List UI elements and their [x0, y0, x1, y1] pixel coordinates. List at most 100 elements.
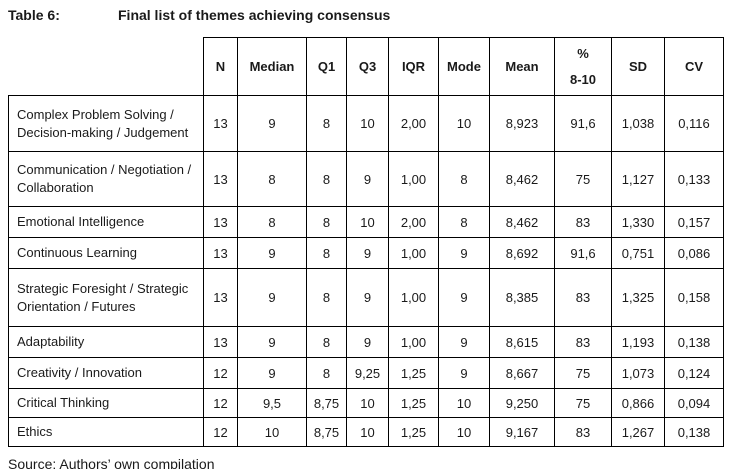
- value-cell: 9: [237, 268, 307, 327]
- value-cell: 1,267: [611, 417, 665, 447]
- value-cell: 9: [346, 151, 389, 207]
- value-cell: 0,124: [664, 357, 724, 389]
- table-row: Strategic Foresight / Strategic Orientat…: [8, 268, 724, 327]
- value-cell: 8: [237, 206, 307, 238]
- value-cell: 13: [203, 237, 238, 269]
- value-cell: 0,116: [664, 95, 724, 152]
- value-cell: 8,75: [306, 417, 347, 447]
- value-cell: 1,073: [611, 357, 665, 389]
- value-cell: 1,25: [388, 417, 439, 447]
- value-cell: 0,157: [664, 206, 724, 238]
- theme-label: Complex Problem Solving / Decision-makin…: [8, 95, 204, 152]
- column-header: CV: [664, 37, 724, 96]
- table-body: Complex Problem Solving / Decision-makin…: [8, 95, 724, 447]
- value-cell: 9: [346, 326, 389, 358]
- value-cell: 9: [438, 326, 490, 358]
- value-cell: 91,6: [554, 237, 612, 269]
- theme-label: Communication / Negotiation / Collaborat…: [8, 151, 204, 207]
- value-cell: 10: [237, 417, 307, 447]
- value-cell: 10: [346, 95, 389, 152]
- value-cell: 75: [554, 151, 612, 207]
- value-cell: 83: [554, 417, 612, 447]
- theme-label: Creativity / Innovation: [8, 357, 204, 389]
- column-header: Q3: [346, 37, 389, 96]
- value-cell: 83: [554, 268, 612, 327]
- value-cell: 1,038: [611, 95, 665, 152]
- value-cell: 1,25: [388, 388, 439, 418]
- value-cell: 1,193: [611, 326, 665, 358]
- value-cell: 8,75: [306, 388, 347, 418]
- value-cell: 10: [438, 95, 490, 152]
- value-cell: 8: [237, 151, 307, 207]
- value-cell: 83: [554, 206, 612, 238]
- table-row: Communication / Negotiation / Collaborat…: [8, 151, 724, 207]
- column-header: Mean: [489, 37, 555, 96]
- column-header: Q1: [306, 37, 347, 96]
- column-header: Median: [237, 37, 307, 96]
- column-header: Mode: [438, 37, 490, 96]
- value-cell: 9,25: [346, 357, 389, 389]
- value-cell: 8: [306, 95, 347, 152]
- value-cell: 0,094: [664, 388, 724, 418]
- value-cell: 9: [438, 357, 490, 389]
- table-row: Ethics 12 10 8,75 10 1,25 10 9,167 83 1,267 0,138: [8, 417, 724, 447]
- value-cell: 1,00: [388, 326, 439, 358]
- value-cell: 8: [306, 206, 347, 238]
- table-caption-title: Final list of themes achieving consensus: [118, 7, 391, 23]
- theme-label: Ethics: [8, 417, 204, 447]
- table-row: Adaptability 13 9 8 9 1,00 9 8,615 83 1,193 0,138: [8, 326, 724, 358]
- value-cell: 75: [554, 388, 612, 418]
- value-cell: 0,751: [611, 237, 665, 269]
- column-header: SD: [611, 37, 665, 96]
- value-cell: 0,158: [664, 268, 724, 327]
- value-cell: 0,133: [664, 151, 724, 207]
- value-cell: 2,00: [388, 95, 439, 152]
- value-cell: 2,00: [388, 206, 439, 238]
- table-row: Creativity / Innovation 12 9 8 9,25 1,25 9 8,66…: [8, 357, 724, 389]
- theme-label: Adaptability: [8, 326, 204, 358]
- value-cell: 0,086: [664, 237, 724, 269]
- value-cell: 8,462: [489, 151, 555, 207]
- table-row: Critical Thinking 12 9,5 8,75 10 1,25 10 9,250 7…: [8, 388, 724, 418]
- value-cell: 1,00: [388, 237, 439, 269]
- column-header: % 8-10: [554, 37, 612, 96]
- value-cell: 9: [237, 95, 307, 152]
- value-cell: 9: [237, 357, 307, 389]
- value-cell: 8,692: [489, 237, 555, 269]
- value-cell: 13: [203, 326, 238, 358]
- value-cell: 9: [346, 237, 389, 269]
- value-cell: 9,167: [489, 417, 555, 447]
- value-cell: 8: [306, 326, 347, 358]
- value-cell: 10: [346, 417, 389, 447]
- theme-label: Continuous Learning: [8, 237, 204, 269]
- value-cell: 8,667: [489, 357, 555, 389]
- value-cell: 1,00: [388, 268, 439, 327]
- value-cell: 12: [203, 388, 238, 418]
- value-cell: 0,138: [664, 326, 724, 358]
- corner-cell: [8, 37, 204, 96]
- value-cell: 10: [438, 388, 490, 418]
- value-cell: 8,923: [489, 95, 555, 152]
- value-cell: 8: [306, 237, 347, 269]
- value-cell: 8: [306, 357, 347, 389]
- value-cell: 10: [346, 206, 389, 238]
- consensus-table: N Median Q1 Q3 IQR Mode Mean% 8-10 SD CV Complex …: [8, 37, 724, 447]
- table-caption: Table 6: Final list of themes achieving …: [8, 7, 722, 24]
- value-cell: 9,5: [237, 388, 307, 418]
- value-cell: 13: [203, 268, 238, 327]
- value-cell: 83: [554, 326, 612, 358]
- theme-label: Critical Thinking: [8, 388, 204, 418]
- value-cell: 0,866: [611, 388, 665, 418]
- value-cell: 8: [306, 268, 347, 327]
- value-cell: 13: [203, 151, 238, 207]
- value-cell: 12: [203, 417, 238, 447]
- theme-label: Emotional Intelligence: [8, 206, 204, 238]
- header-row: N Median Q1 Q3 IQR Mode Mean% 8-10 SD CV: [8, 37, 724, 96]
- value-cell: 9: [438, 237, 490, 269]
- value-cell: 13: [203, 95, 238, 152]
- value-cell: 9: [237, 326, 307, 358]
- value-cell: 8,385: [489, 268, 555, 327]
- value-cell: 1,325: [611, 268, 665, 327]
- column-header: IQR: [388, 37, 439, 96]
- value-cell: 8: [306, 151, 347, 207]
